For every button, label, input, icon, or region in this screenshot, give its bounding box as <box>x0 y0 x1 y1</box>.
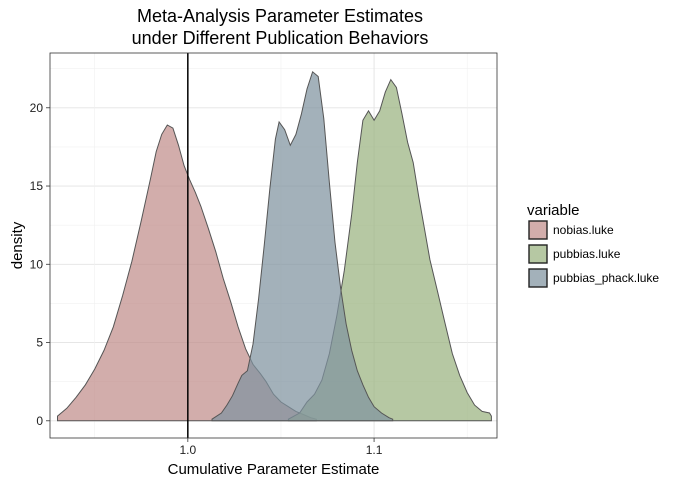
legend-title: variable <box>527 202 580 219</box>
legend-swatch-pubbias-luke <box>528 244 548 264</box>
chart-title-line-1: Meta-Analysis Parameter Estimates <box>137 6 423 26</box>
legend-label-pubbias-luke: pubbias.luke <box>553 247 621 261</box>
y-tick-label: 10 <box>30 257 44 271</box>
x-axis-title: Cumulative Parameter Estimate <box>168 461 380 478</box>
density-areas <box>57 70 492 422</box>
legend-swatch-pubbias-phack-luke <box>528 268 548 288</box>
x-tick-label: 1.0 <box>179 443 196 457</box>
y-tick-label: 20 <box>30 101 44 115</box>
legend-label-pubbias-phack-luke: pubbias_phack.luke <box>553 271 659 285</box>
y-tick-label: 0 <box>36 414 43 428</box>
x-tick-label: 1.1 <box>366 443 383 457</box>
y-tick-label: 15 <box>30 179 44 193</box>
y-axis-title: density <box>9 221 26 269</box>
density-area-pubbias-phack-luke <box>211 70 394 422</box>
legend: variable nobias.luke pubbias.luke pubbias_… <box>527 202 659 288</box>
plot-panel-border <box>49 52 498 439</box>
legend-swatch-nobias-luke <box>528 220 548 240</box>
chart-title-line-2: under Different Publication Behaviors <box>132 28 429 48</box>
legend-label-nobias-luke: nobias.luke <box>553 223 614 237</box>
y-tick-label: 5 <box>36 336 43 350</box>
axis-ticks: 0 5 10 15 20 1.0 1.1 <box>30 101 383 457</box>
